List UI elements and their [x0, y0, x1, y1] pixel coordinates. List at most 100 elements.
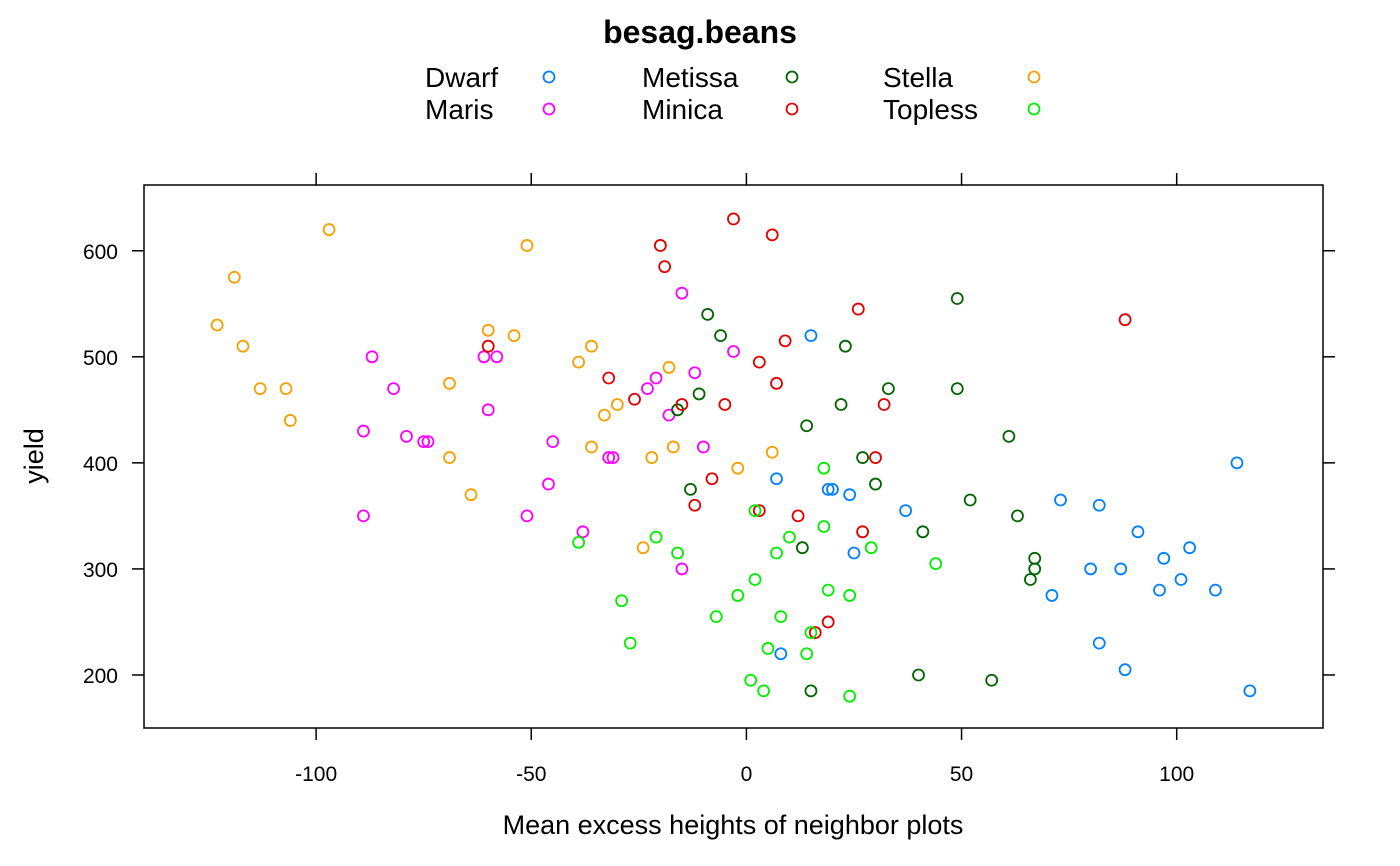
data-point [507, 329, 521, 342]
data-point [1092, 636, 1106, 650]
legend-marker [542, 102, 556, 116]
legend-label: Maris [425, 94, 493, 125]
data-point [804, 626, 818, 639]
data-point [950, 382, 964, 396]
legend-marker [785, 70, 799, 84]
legend-item-metissa: Metissa [642, 62, 799, 93]
data-points [210, 212, 1257, 703]
legend-item-maris: Maris [425, 94, 556, 125]
data-point [757, 684, 771, 698]
data-point [658, 260, 672, 274]
legend-label: Topless [883, 94, 978, 125]
data-point [843, 589, 857, 602]
x-axis-label: Mean excess heights of neighbor plots [503, 810, 964, 840]
data-point [765, 445, 779, 459]
data-point [869, 451, 882, 464]
data-point [227, 270, 241, 284]
data-point [1243, 684, 1257, 698]
data-point [464, 488, 478, 502]
data-point [963, 493, 977, 507]
data-point [602, 451, 616, 464]
data-point [718, 398, 732, 411]
data-point [421, 435, 435, 449]
data-point [443, 376, 456, 390]
data-point [783, 530, 796, 544]
data-point [1118, 663, 1132, 677]
data-point [598, 408, 611, 422]
data-point [791, 509, 805, 523]
axes: -100 -50 0 50 100 200 300 400 500 600 [83, 173, 1335, 786]
data-point [585, 440, 598, 454]
data-point [576, 525, 590, 539]
data-point [778, 334, 792, 348]
data-point [800, 419, 814, 433]
data-point [662, 361, 676, 374]
data-point [727, 212, 740, 226]
legend-marker [1027, 70, 1041, 84]
data-point [770, 472, 783, 486]
x-tick-label: -50 [516, 763, 546, 786]
data-point [692, 387, 706, 401]
legend-label: Dwarf [425, 62, 498, 93]
data-point [864, 541, 878, 555]
data-point [1131, 525, 1145, 539]
data-point [1084, 562, 1098, 576]
legend-marker [542, 70, 556, 84]
data-point [774, 610, 788, 624]
data-point [912, 668, 925, 682]
data-point [688, 366, 702, 380]
data-point [821, 583, 835, 597]
data-point [357, 509, 370, 523]
data-point [615, 594, 629, 608]
data-point [572, 536, 585, 549]
data-point [696, 440, 710, 454]
data-point [752, 504, 766, 517]
data-point [675, 562, 689, 576]
data-point [774, 647, 788, 661]
data-point [761, 642, 775, 655]
data-point [623, 636, 637, 650]
data-point [795, 541, 809, 555]
data-point [641, 382, 654, 396]
data-point [365, 350, 379, 364]
data-point [542, 477, 555, 491]
legend-item-dwarf: Dwarf [425, 62, 556, 93]
y-axis-label: yield [19, 428, 49, 484]
data-point [481, 339, 495, 353]
y-tick-label: 600 [83, 241, 118, 264]
data-point [804, 684, 818, 698]
x-tick-label: -100 [295, 763, 337, 786]
data-point [929, 557, 943, 571]
data-point [684, 482, 697, 496]
data-point [628, 392, 641, 406]
data-point [236, 339, 250, 353]
data-point [765, 228, 779, 242]
data-point [714, 329, 727, 342]
legend-label: Metissa [642, 62, 739, 93]
plot-area-border [143, 184, 1324, 729]
data-point [1183, 541, 1197, 555]
data-point [1054, 493, 1067, 507]
data-point [705, 472, 719, 486]
data-point [477, 350, 491, 364]
legend-item-minica: Minica [642, 94, 799, 125]
series-maris [357, 286, 740, 576]
data-point [985, 673, 999, 687]
data-point [899, 504, 913, 517]
data-point [1002, 429, 1016, 443]
data-point [387, 382, 400, 396]
data-point [417, 435, 431, 449]
data-point [701, 307, 715, 321]
data-point [1028, 562, 1042, 576]
data-point [770, 376, 783, 390]
data-point [856, 525, 869, 539]
data-point [821, 615, 835, 629]
legend-label: Stella [883, 62, 953, 93]
data-point [1209, 583, 1222, 597]
data-point [688, 498, 702, 512]
data-point [834, 398, 848, 411]
legend-marker [785, 102, 799, 116]
series-stella [210, 223, 779, 555]
legend-marker [1027, 102, 1041, 116]
data-point [649, 530, 663, 544]
